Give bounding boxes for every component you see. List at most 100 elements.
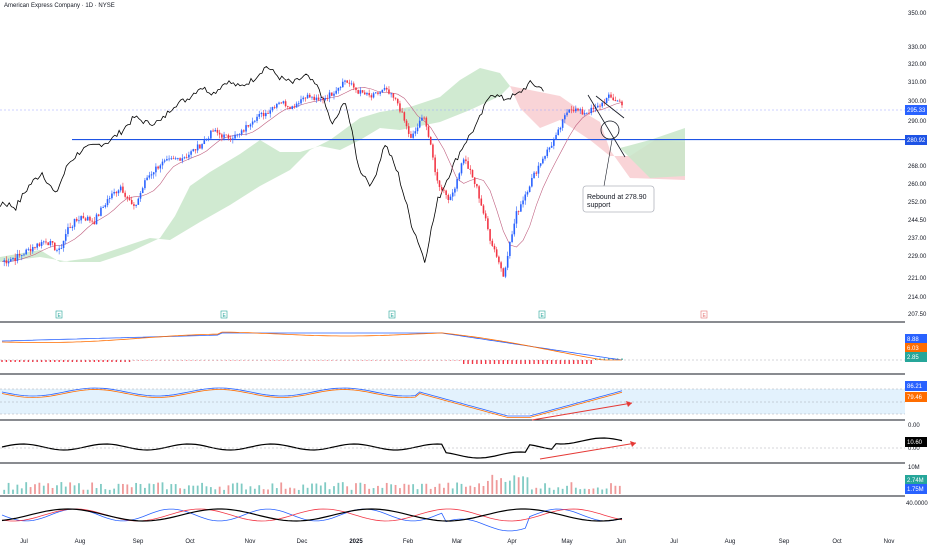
candle-body	[27, 248, 30, 250]
volume-bar	[113, 488, 116, 494]
macd-histogram-bar	[445, 360, 447, 361]
x-tick-label: 2025	[349, 539, 363, 545]
candle-body	[495, 249, 498, 257]
macd-histogram-bar	[594, 358, 597, 360]
trend-line	[595, 95, 625, 119]
macd-histogram-bar	[14, 360, 16, 362]
volume-bar	[293, 488, 296, 494]
candle-body	[575, 108, 577, 112]
earnings-marker	[700, 310, 708, 319]
volume-bar	[218, 486, 221, 494]
chart-title: American Express Company · 1D · NYSE	[4, 3, 115, 9]
volume-bar	[253, 488, 256, 494]
candle-body	[29, 248, 32, 252]
volume-bar	[324, 482, 327, 494]
volume-bar	[201, 482, 203, 494]
candle-body	[260, 112, 263, 115]
volume-bar	[416, 489, 419, 494]
stoch-band	[0, 389, 905, 414]
macd-histogram-bar	[1, 360, 3, 362]
x-tick-label: Sep	[779, 539, 790, 545]
candle-body	[322, 98, 324, 100]
candle-body	[155, 166, 157, 173]
candle-body	[69, 227, 71, 228]
macd-histogram-bar	[603, 358, 606, 360]
candle-body	[221, 134, 223, 138]
macd-histogram-bar	[5, 360, 8, 362]
candle-body	[401, 111, 403, 113]
candle-body	[130, 200, 133, 205]
volume-bar	[539, 488, 542, 494]
volume-bar	[51, 487, 54, 494]
candle-body	[111, 193, 113, 199]
candle-body	[484, 213, 487, 219]
candle-body	[390, 93, 392, 95]
volume-bar	[148, 483, 151, 494]
macd-histogram-bar	[40, 360, 43, 362]
candle-body	[188, 154, 190, 158]
earnings-marker-label: E	[391, 313, 395, 319]
macd-histogram-bar	[115, 360, 118, 362]
candle-body	[517, 211, 520, 212]
macd-histogram-bar	[304, 360, 307, 361]
candle-body	[256, 116, 258, 121]
candle-body	[249, 124, 252, 127]
candle-body	[465, 159, 467, 162]
ichimoku-cloud	[0, 68, 685, 262]
macd-histogram-bar	[471, 360, 474, 364]
macd-histogram-bar	[282, 360, 285, 361]
candle-body	[597, 105, 599, 108]
price-tick-label: 214.00	[908, 295, 927, 301]
candle-body	[577, 108, 579, 111]
kijun-line	[1, 87, 623, 263]
macd-histogram-bar	[76, 360, 78, 362]
volume-bar	[64, 486, 67, 494]
candle-body	[434, 157, 436, 173]
candle-body	[443, 189, 445, 191]
candle-body	[533, 172, 535, 178]
annotation-line2: support	[587, 202, 610, 209]
candle-body	[337, 87, 340, 91]
macd-histogram-bar	[441, 360, 443, 361]
candle-body	[31, 247, 34, 252]
candle-body	[374, 92, 377, 94]
macd-histogram-bar	[287, 360, 289, 361]
candle-body	[73, 218, 76, 227]
volume-bar	[297, 489, 300, 494]
volume-bar	[157, 482, 159, 494]
candle-body	[557, 129, 560, 135]
candle-body	[203, 140, 206, 145]
earnings-marker	[538, 310, 546, 319]
volume-bar	[478, 483, 480, 494]
candle-body	[168, 158, 170, 160]
candle-body	[581, 109, 584, 115]
candle-body	[3, 260, 5, 262]
candle-body	[480, 198, 483, 206]
candle-body	[559, 127, 562, 130]
candle-body	[23, 254, 25, 256]
price-tick-label: 237.00	[908, 236, 927, 242]
price-tag-bg	[905, 437, 927, 447]
candle-body	[192, 149, 195, 152]
candle-body	[38, 243, 41, 246]
volume-bar	[3, 489, 6, 494]
volume-bar	[460, 483, 463, 494]
macd-histogram-bar	[537, 360, 540, 364]
macd-histogram-bar	[361, 360, 364, 361]
candle-body	[128, 198, 131, 201]
price-tag-bg	[905, 381, 927, 391]
candle-body	[262, 112, 265, 117]
macd-histogram-bar	[62, 360, 65, 362]
candle-body	[311, 96, 313, 98]
candle-body	[436, 172, 439, 181]
candle-body	[276, 103, 278, 108]
candle-body	[564, 115, 566, 120]
macd-histogram-bar	[353, 360, 355, 361]
volume-bar	[526, 477, 529, 494]
candle-body	[106, 199, 109, 206]
macd-histogram-bar	[405, 360, 408, 361]
lagging-span	[0, 65, 544, 263]
candle-body	[194, 149, 197, 151]
macd-histogram-bar	[449, 360, 452, 361]
